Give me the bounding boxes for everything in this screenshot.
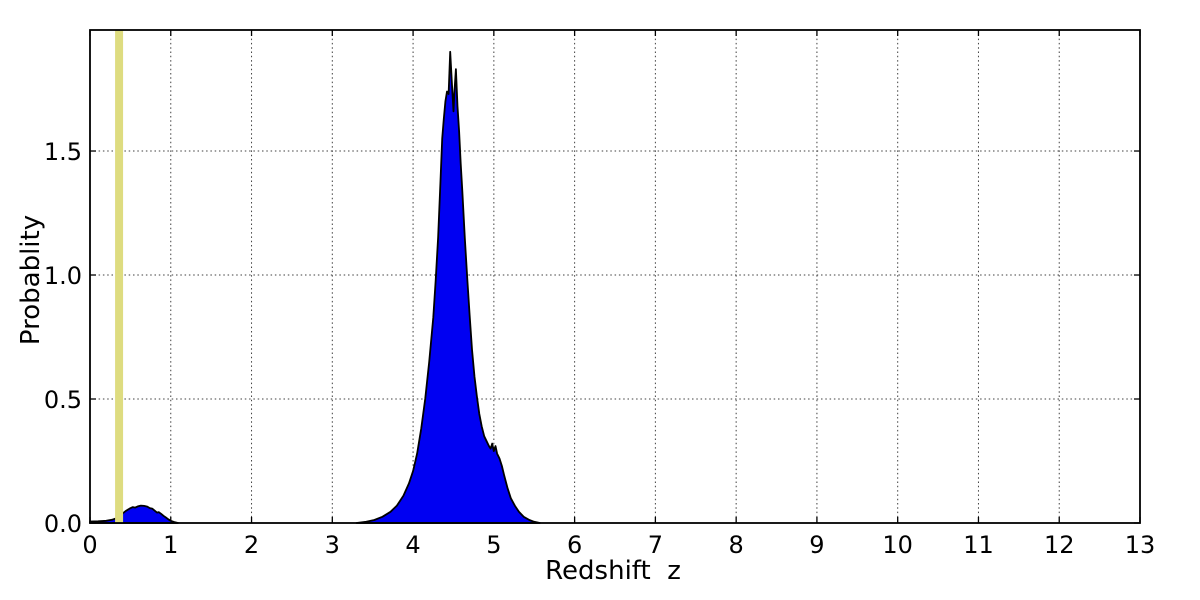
y-tick-label: 1.5 bbox=[44, 138, 82, 166]
x-tick-label: 10 bbox=[882, 531, 913, 559]
y-axis-label: Probablity bbox=[16, 214, 46, 346]
high-z-probability-peak bbox=[355, 50, 541, 524]
x-tick-label: 7 bbox=[648, 531, 663, 559]
x-tick-label: 2 bbox=[244, 531, 259, 559]
y-tick-label: 1.0 bbox=[44, 262, 82, 290]
x-tick-label: 3 bbox=[325, 531, 340, 559]
plot-frame bbox=[89, 29, 1141, 524]
x-tick-label: 11 bbox=[963, 531, 994, 559]
x-tick-label: 5 bbox=[486, 531, 501, 559]
low-z-probability-bump bbox=[89, 504, 179, 524]
x-tick-label: 4 bbox=[405, 531, 420, 559]
x-tick-label: 8 bbox=[729, 531, 744, 559]
y-tick-label: 0.0 bbox=[44, 510, 82, 538]
y-tick-label: 0.5 bbox=[44, 386, 82, 414]
x-tick-label: 12 bbox=[1044, 531, 1075, 559]
x-tick-label: 1 bbox=[163, 531, 178, 559]
reference-redshift-vline bbox=[115, 30, 124, 523]
x-axis-label: Redshift z bbox=[545, 556, 681, 586]
x-tick-label: 9 bbox=[809, 531, 824, 559]
x-tick-label: 6 bbox=[567, 531, 582, 559]
x-tick-label: 13 bbox=[1125, 531, 1156, 559]
x-tick-label: 0 bbox=[82, 531, 97, 559]
